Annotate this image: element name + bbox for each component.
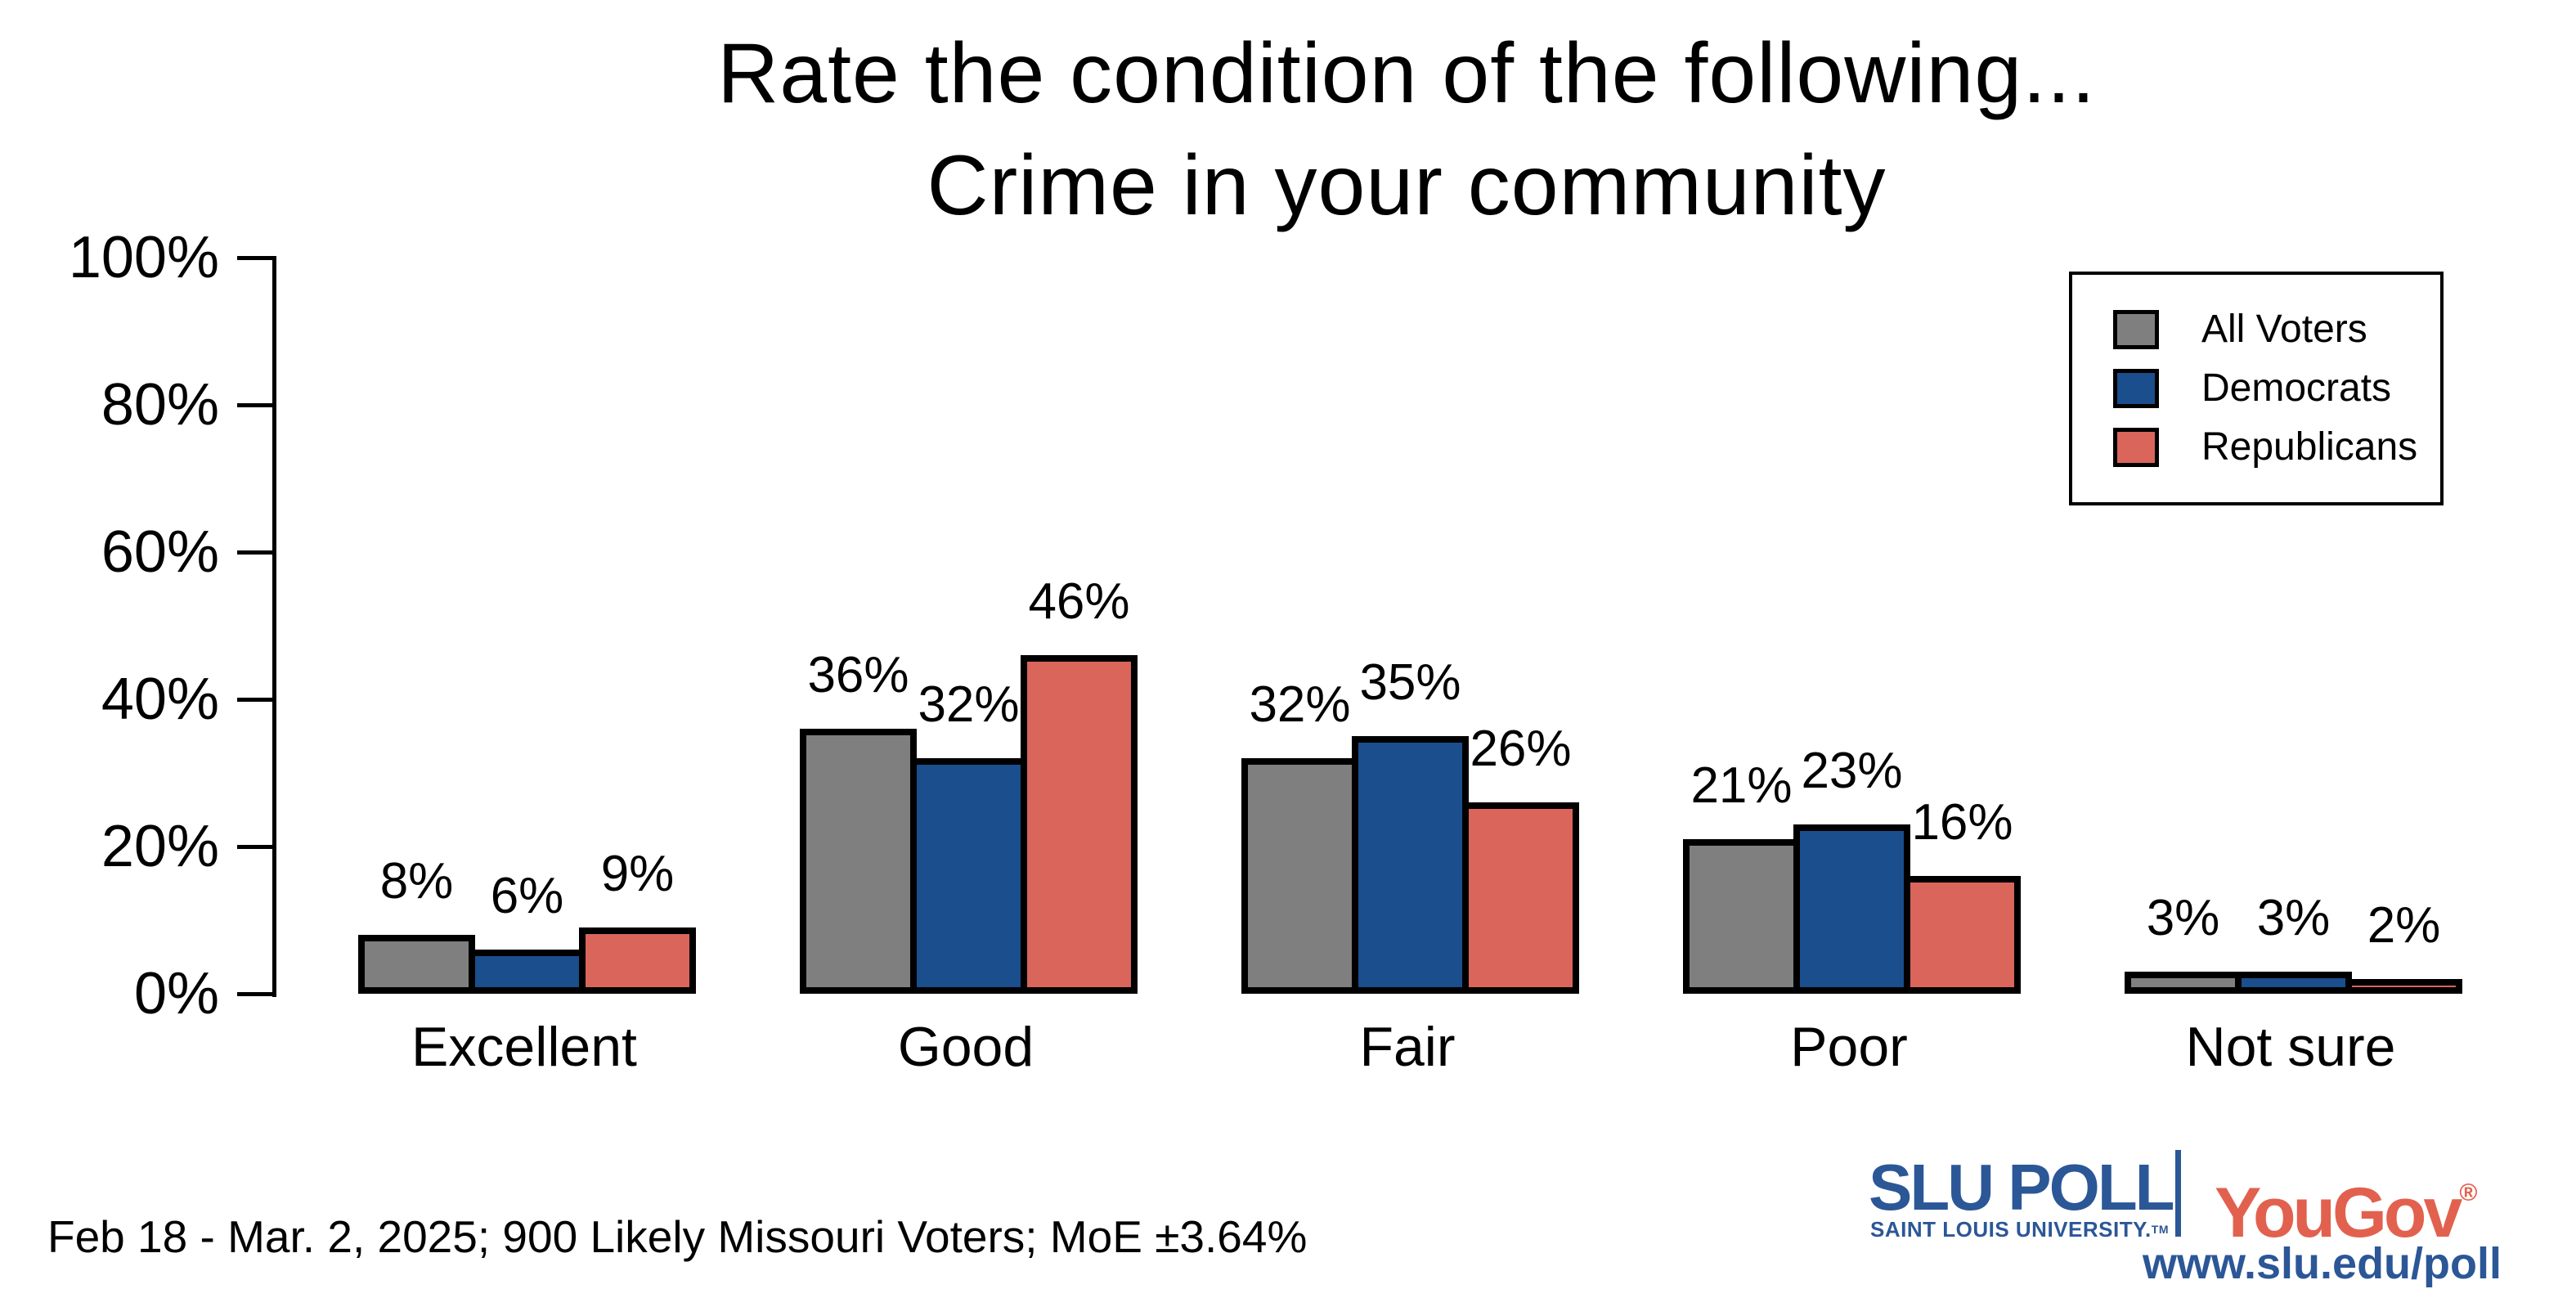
survey-footnote: Feb 18 - Mar. 2, 2025; 900 Likely Missou…	[47, 1211, 1308, 1262]
x-axis-category-label: Fair	[1359, 1016, 1456, 1078]
x-axis-category-label: Good	[897, 1016, 1034, 1078]
legend-row-democrats: Democrats	[2113, 366, 2440, 410]
x-axis-category-label: Not sure	[2185, 1016, 2396, 1078]
trademark-symbol: TM	[2151, 1223, 2169, 1236]
x-axis-category-label: Poor	[1790, 1016, 1908, 1078]
y-axis-tick-label: 0%	[133, 961, 219, 1026]
bar-democrats-not-sure	[2235, 972, 2352, 994]
y-axis-tick-label: 20%	[101, 814, 219, 879]
y-axis-tick	[237, 403, 274, 407]
bar-value-label: 3%	[2256, 890, 2331, 946]
slu-poll-logo: SLU POLL	[1869, 1151, 2175, 1224]
slu-poll-url: www.slu.edu/poll	[2143, 1239, 2502, 1288]
logo-divider	[2175, 1150, 2181, 1237]
bar-republicans-not-sure	[2345, 979, 2462, 994]
bar-democrats-poor	[1793, 824, 1910, 994]
bar-republicans-poor	[1904, 876, 2021, 994]
bar-all-voters-excellent	[358, 935, 475, 994]
slu-university-wordmark: SAINT LOUIS UNIVERSITY.TM	[1870, 1217, 2169, 1242]
legend-box: All Voters Democrats Republicans	[2069, 272, 2444, 505]
bar-all-voters-poor	[1683, 839, 1800, 994]
bar-all-voters-good	[800, 729, 917, 994]
bar-value-label: 32%	[918, 676, 1020, 733]
bar-value-label: 21%	[1690, 757, 1793, 814]
y-axis-tick	[237, 698, 274, 702]
bar-value-label: 8%	[379, 853, 454, 909]
y-axis-tick-label: 100%	[68, 225, 219, 290]
bar-democrats-good	[910, 758, 1027, 994]
chart-title-line1: Rate the condition of the following...	[717, 26, 2096, 121]
bar-republicans-fair	[1462, 802, 1579, 994]
republicans-swatch	[2113, 428, 2159, 467]
bar-all-voters-fair	[1241, 758, 1358, 994]
bar-republicans-good	[1021, 655, 1138, 994]
bar-value-label: 6%	[490, 868, 564, 924]
yougov-logo: YouGov®	[2215, 1174, 2478, 1252]
chart-title-line2: Crime in your community	[927, 138, 1887, 234]
bar-value-label: 46%	[1028, 573, 1130, 630]
y-axis-tick	[237, 256, 274, 260]
bar-value-label: 9%	[600, 846, 675, 902]
all-voters-swatch	[2113, 310, 2159, 349]
chart-title: Rate the condition of the following... C…	[278, 18, 2535, 243]
legend-label: All Voters	[2201, 308, 2367, 351]
legend-row-all-voters: All Voters	[2113, 308, 2440, 351]
bar-value-label: 26%	[1470, 721, 1572, 777]
bar-value-label: 35%	[1359, 654, 1461, 711]
x-axis-category-label: Excellent	[411, 1016, 637, 1078]
registered-symbol: ®	[2459, 1179, 2478, 1206]
y-axis-tick-label: 80%	[101, 372, 219, 438]
legend-row-republicans: Republicans	[2113, 425, 2440, 469]
y-axis-tick	[237, 550, 274, 555]
y-axis-tick-label: 40%	[101, 667, 219, 732]
y-axis-tick	[237, 992, 274, 996]
democrats-swatch	[2113, 369, 2159, 408]
bar-republicans-excellent	[579, 927, 696, 994]
bar-democrats-excellent	[469, 950, 586, 994]
bar-value-label: 3%	[2146, 890, 2220, 946]
y-axis-tick	[237, 845, 274, 849]
legend-label: Democrats	[2201, 366, 2392, 410]
bar-all-voters-not-sure	[2125, 972, 2242, 994]
bar-value-label: 36%	[807, 647, 909, 703]
y-axis-tick-label: 60%	[101, 519, 219, 585]
bar-value-label: 32%	[1249, 676, 1351, 733]
bar-value-label: 23%	[1801, 743, 1903, 799]
bar-value-label: 2%	[2367, 897, 2441, 954]
legend-label: Republicans	[2201, 425, 2418, 469]
y-axis-line	[272, 256, 276, 997]
bar-value-label: 16%	[1911, 794, 2013, 851]
